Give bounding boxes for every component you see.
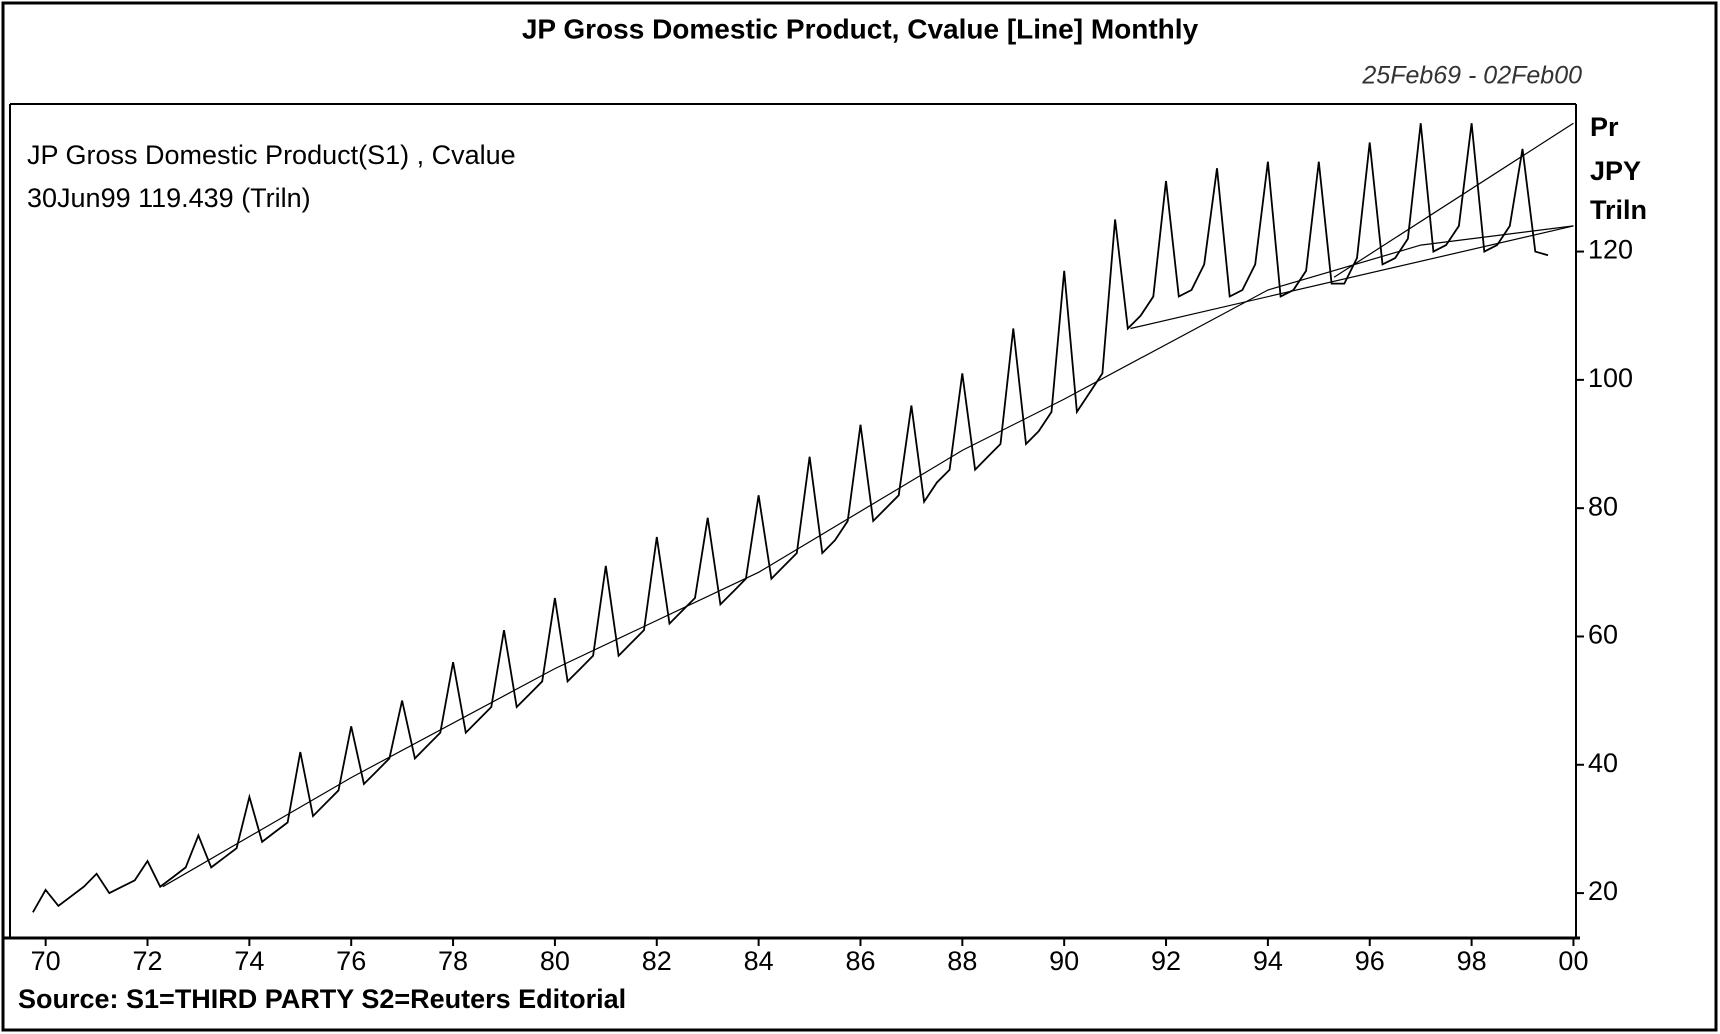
annotation: JP Gross Domestic Product(S1) , Cvalue xyxy=(27,140,516,170)
x-tick-label: 78 xyxy=(438,946,468,976)
x-tick-label: 70 xyxy=(31,946,61,976)
x-tick-label: 96 xyxy=(1355,946,1385,976)
x-tick-label: 72 xyxy=(132,946,162,976)
source: Source: S1=THIRD PARTY S2=Reuters Editor… xyxy=(18,984,626,1014)
axis-label: Triln xyxy=(1590,195,1647,225)
x-tick-label: 84 xyxy=(744,946,774,976)
x-tick-label: 92 xyxy=(1151,946,1181,976)
x-tick-label: 98 xyxy=(1457,946,1487,976)
chart-title: JP Gross Domestic Product, Cvalue [Line]… xyxy=(522,13,1199,44)
y-tick-label: 100 xyxy=(1588,363,1633,393)
y-tick-label: 40 xyxy=(1588,748,1618,778)
y-tick-label: 60 xyxy=(1588,620,1618,650)
x-tick-label: 94 xyxy=(1253,946,1283,976)
x-tick-label: 86 xyxy=(845,946,875,976)
x-tick-label: 80 xyxy=(540,946,570,976)
line xyxy=(1130,225,1574,330)
x-tick-label: 00 xyxy=(1558,946,1588,976)
axis-label: Pr xyxy=(1590,112,1619,142)
y-tick-label: 20 xyxy=(1588,876,1618,906)
x-tick-label: 74 xyxy=(234,946,264,976)
line xyxy=(162,225,1574,888)
line xyxy=(32,123,1549,913)
x-tick-label: 90 xyxy=(1049,946,1079,976)
x-tick-label: 82 xyxy=(642,946,672,976)
line xyxy=(1333,122,1574,278)
y-tick-label: 80 xyxy=(1588,491,1618,521)
x-tick-label: 76 xyxy=(336,946,366,976)
annotation: 30Jun99 119.439 (Triln) xyxy=(27,183,311,213)
x-tick-label: 88 xyxy=(947,946,977,976)
y-tick-label: 120 xyxy=(1588,235,1633,265)
axis-label: JPY xyxy=(1590,156,1641,186)
date-range: 25Feb69 - 02Feb00 xyxy=(1361,62,1582,90)
